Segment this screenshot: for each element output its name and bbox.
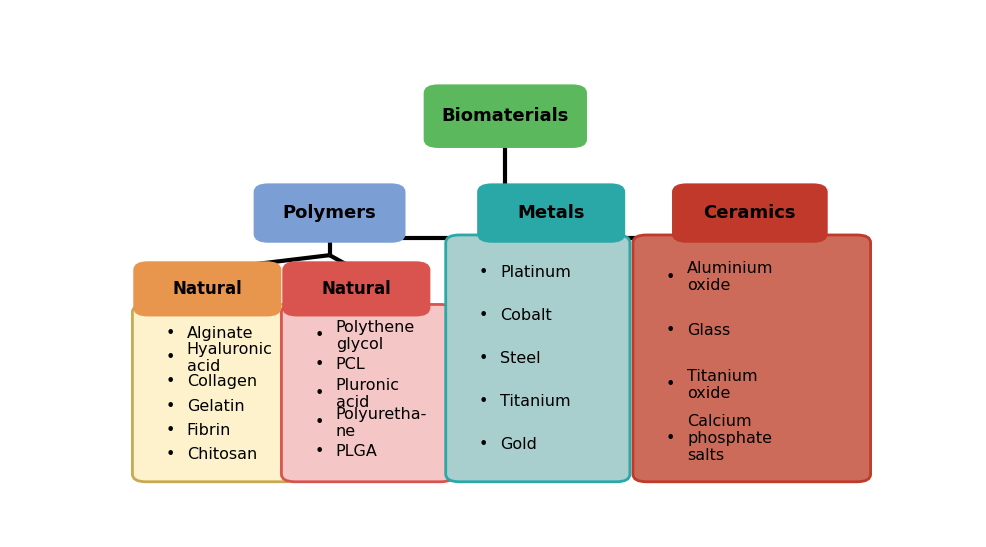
FancyBboxPatch shape xyxy=(254,184,404,242)
Text: •: • xyxy=(478,394,488,409)
Text: Aluminium
oxide: Aluminium oxide xyxy=(687,261,774,293)
FancyBboxPatch shape xyxy=(425,85,586,147)
FancyBboxPatch shape xyxy=(134,263,280,316)
FancyBboxPatch shape xyxy=(283,263,429,316)
FancyBboxPatch shape xyxy=(446,235,630,482)
Text: •: • xyxy=(666,323,675,339)
Text: •: • xyxy=(478,308,488,323)
Text: •: • xyxy=(478,351,488,366)
Text: Titanium
oxide: Titanium oxide xyxy=(687,369,758,400)
FancyBboxPatch shape xyxy=(132,305,298,482)
Text: •: • xyxy=(315,357,323,372)
Text: Natural: Natural xyxy=(173,280,243,298)
Text: Steel: Steel xyxy=(500,351,540,366)
FancyBboxPatch shape xyxy=(478,184,624,242)
Text: PCL: PCL xyxy=(335,357,365,372)
Text: Glass: Glass xyxy=(687,323,731,339)
Text: Polythene
glycol: Polythene glycol xyxy=(335,320,415,352)
Text: •: • xyxy=(478,437,488,452)
Text: •: • xyxy=(166,399,175,414)
Text: Titanium: Titanium xyxy=(500,394,571,409)
Text: •: • xyxy=(166,350,175,365)
Text: •: • xyxy=(666,270,675,285)
Text: Metals: Metals xyxy=(518,204,585,222)
Text: •: • xyxy=(166,374,175,389)
Text: •: • xyxy=(315,328,323,343)
Text: Collagen: Collagen xyxy=(186,374,256,389)
Text: Hyaluronic
acid: Hyaluronic acid xyxy=(186,342,272,374)
Text: Cobalt: Cobalt xyxy=(500,308,552,323)
Text: Calcium
phosphate
salts: Calcium phosphate salts xyxy=(687,414,772,463)
Text: •: • xyxy=(166,447,175,462)
Text: •: • xyxy=(315,415,323,430)
FancyBboxPatch shape xyxy=(281,305,455,482)
Text: Ceramics: Ceramics xyxy=(704,204,796,222)
Text: •: • xyxy=(315,386,323,401)
Text: Gold: Gold xyxy=(500,437,536,452)
Text: •: • xyxy=(166,326,175,341)
Text: Platinum: Platinum xyxy=(500,265,571,280)
Text: •: • xyxy=(666,377,675,392)
Text: Pluronic
acid: Pluronic acid xyxy=(335,378,399,410)
Text: Polyuretha-
ne: Polyuretha- ne xyxy=(335,407,427,439)
Text: Gelatin: Gelatin xyxy=(186,399,245,414)
Text: •: • xyxy=(166,423,175,438)
Text: Biomaterials: Biomaterials xyxy=(442,107,569,125)
Text: •: • xyxy=(315,444,323,459)
Text: Fibrin: Fibrin xyxy=(186,423,231,438)
Text: •: • xyxy=(478,265,488,280)
Text: Alginate: Alginate xyxy=(186,326,253,341)
Text: Chitosan: Chitosan xyxy=(186,447,257,462)
Text: Natural: Natural xyxy=(321,280,391,298)
FancyBboxPatch shape xyxy=(633,235,871,482)
Text: •: • xyxy=(666,431,675,446)
FancyBboxPatch shape xyxy=(673,184,826,242)
Text: PLGA: PLGA xyxy=(335,444,378,459)
Text: Polymers: Polymers xyxy=(283,204,377,222)
